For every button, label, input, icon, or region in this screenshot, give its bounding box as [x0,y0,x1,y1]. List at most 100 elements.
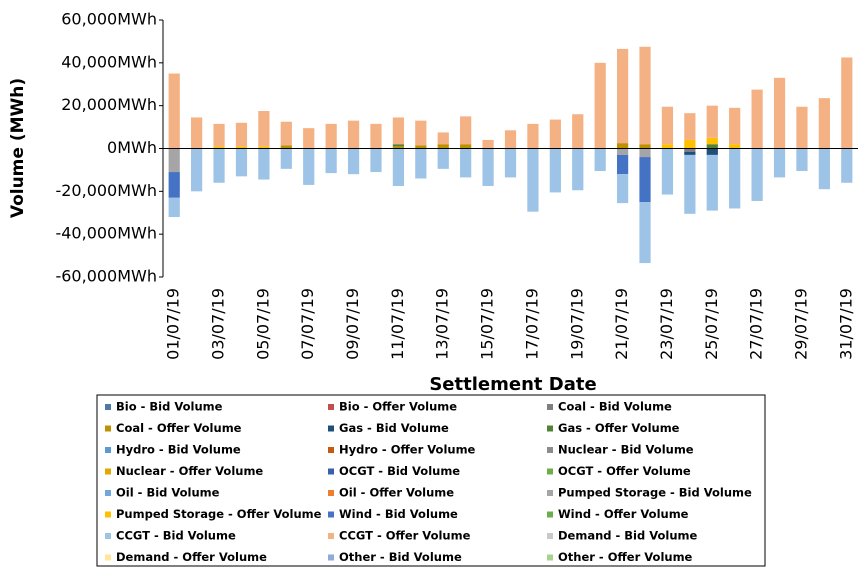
legend-label: Demand - Bid Volume [558,529,698,543]
bar-segment [706,148,718,155]
x-axis-title: Settlement Date [429,374,596,395]
bar-segment [751,89,763,149]
legend-label: Pumped Storage - Offer Volume [116,507,322,521]
bar-segment [392,148,405,186]
bar-segment [639,202,651,264]
bar-segment [684,151,696,155]
bar-segment [415,145,427,149]
x-tick-label: 03/07/19 [209,288,228,360]
bar-segment [594,62,606,149]
bar-segment [729,144,741,149]
bar-segment [729,107,741,145]
y-tick-label: 0MWh [107,138,157,157]
bar-segment [347,148,360,175]
legend-label: Nuclear - Offer Volume [116,464,263,478]
legend-label: Other - Bid Volume [339,550,462,564]
legend-swatch [105,447,111,453]
legend-label: Gas - Offer Volume [558,421,680,435]
bar-segment [258,146,270,149]
bar-segment [280,148,292,169]
bar-segment [616,148,629,155]
legend-label: Bio - Bid Volume [116,400,223,414]
legend-label: OCGT - Bid Volume [339,464,460,478]
bar-segment [437,148,449,169]
bar-segment [639,46,651,145]
legend-swatch [105,490,111,496]
x-tick-label: 09/07/19 [343,288,362,360]
x-tick-label: 07/07/19 [298,288,317,360]
bar-segment [661,106,674,145]
legend-label: Hydro - Offer Volume [339,443,476,457]
bar-segment [841,148,853,183]
y-tick-label: -20,000MWh [55,181,157,200]
legend-swatch [105,425,111,432]
y-tick-label: -40,000MWh [55,224,157,243]
bar-segment [303,148,315,185]
y-axis-title: Volume (MWh) [8,78,28,218]
legend-swatch [547,468,553,475]
bar-segment [392,146,405,149]
bar-segment [235,122,248,147]
bar-segment [773,77,786,149]
legend-swatch [547,554,553,561]
bar-segment [684,113,696,140]
legend-label: CCGT - Offer Volume [339,529,471,543]
bar-segment [639,157,651,203]
legend-label: Wind - Offer Volume [558,507,689,521]
bar-segment [594,148,606,171]
legend-box [96,394,766,567]
y-tick-label: 40,000MWh [61,52,157,71]
bar-segment [729,148,741,209]
bar-segment [706,154,718,211]
legend-swatch [105,511,111,518]
bar-segment [706,137,718,145]
legend-label: Bio - Offer Volume [339,400,457,414]
legend-label: Nuclear - Bid Volume [558,443,694,457]
x-tick-label: 17/07/19 [522,288,541,360]
bar-segment [616,143,629,149]
bar-segment [168,73,180,149]
legend-label: Coal - Offer Volume [116,421,242,435]
bar-segment [684,139,696,149]
bar-segment [415,148,427,179]
x-tick-label: 23/07/19 [657,288,676,360]
bar-segment [661,144,674,149]
legend-swatch [547,533,553,539]
legend-swatch [328,533,334,539]
legend-swatch [328,490,334,496]
bar-segment [796,106,808,149]
bar-segment [235,146,248,149]
bar-segment [841,57,853,149]
legend-swatch [547,447,553,453]
legend-swatch [547,511,553,518]
x-tick-label: 05/07/19 [253,288,272,360]
legend-label: Oil - Offer Volume [339,486,454,500]
x-tick-label: 13/07/19 [433,288,452,360]
bar-segment [415,120,427,146]
bar-segment [527,148,539,212]
bar-segment [168,148,180,173]
legend-label: OCGT - Offer Volume [558,464,691,478]
bar-segment [370,148,382,173]
bar-segment [751,148,763,201]
legend-swatch [328,447,334,453]
bar-segment [796,148,808,171]
x-tick-label: 19/07/19 [567,288,586,360]
x-tick-label: 11/07/19 [388,288,407,360]
legend-swatch [328,425,334,432]
bar-segment [258,111,270,147]
legend-label: Gas - Bid Volume [339,421,449,435]
bar-segment [460,116,472,145]
legend-label: Hydro - Bid Volume [116,443,241,457]
bar-segment [639,144,651,149]
bar-segment [280,121,292,146]
bar-segment [616,154,629,175]
x-tick-label: 25/07/19 [702,288,721,360]
bar-segment [213,146,225,149]
x-tick-label: 21/07/19 [612,288,631,360]
bar-segment [191,148,203,192]
bar-segment [460,148,472,178]
legend-swatch [105,533,111,539]
legend-swatch [328,468,334,475]
